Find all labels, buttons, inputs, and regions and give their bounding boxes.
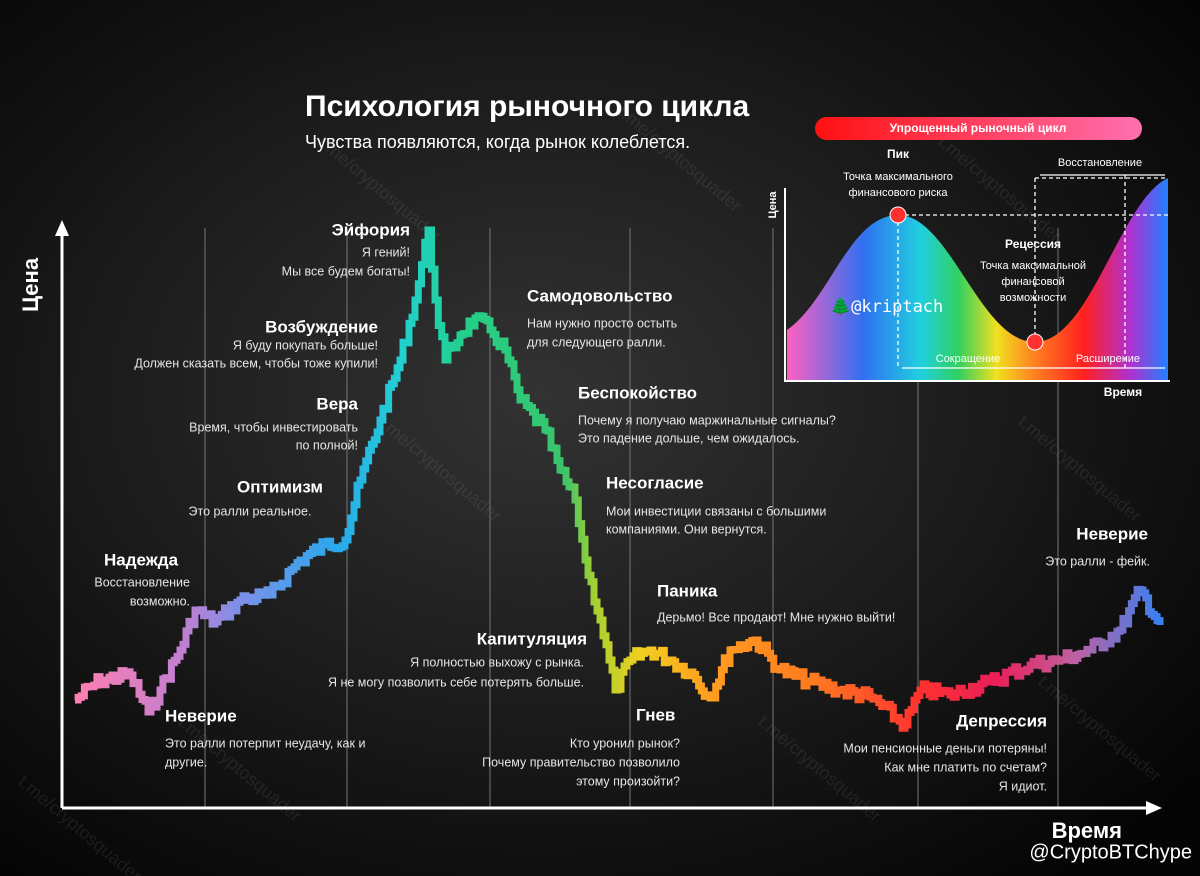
stage-text: Это ралли реальное. [189,504,312,518]
trough-dot [1026,333,1044,351]
stage-text: Мои инвестиции связаны с большими [606,504,826,518]
stage-title: Самодовольство [527,286,672,305]
stage-text: Я идиот. [999,779,1047,793]
stage-text: по полной! [296,438,358,452]
stage-text: Почему правительство позволило [482,755,680,769]
stage-title: Беспокойство [578,383,697,402]
price-line [74,226,1164,732]
stage-title: Вера [316,394,358,413]
inset-guides [897,175,1168,368]
inset-curve [787,178,1168,380]
stage-text: Кто уронил рынок? [570,736,680,750]
stage-title: Гнев [636,705,675,724]
author-mark: 🌲@kriptach [830,296,943,317]
y-axis-label: Цена [18,257,43,312]
stage-title: Несогласие [606,473,704,492]
stage-text: Это падение дольше, чем ожидалось. [578,431,800,445]
stage-title: Оптимизм [237,477,323,496]
recovery-label: Восстановление [1058,157,1142,169]
stage-title: Неверие [165,706,237,725]
stage-title: Надежда [104,550,179,569]
stage-text: Я полностью выхожу с рынка. [410,655,584,669]
stage-text: Почему я получаю маржинальные сигналы? [578,413,836,427]
title: Психология рыночного цикла [305,90,750,123]
stage-title: Депрессия [956,711,1047,730]
inset-x-label: Время [1104,385,1142,399]
stage-text: Я гений! [362,245,410,259]
stage-text: Как мне платить по счетам? [884,760,1047,774]
stage-text: Это ралли - фейк. [1045,554,1150,568]
stage-title: Возбуждение [265,317,378,336]
stage-text: этому произойти? [576,774,680,788]
stage-text: Восстановление [94,575,190,589]
stage-text: для следующего ралли. [527,335,666,349]
contraction-label: Сокращение [936,353,1001,365]
peak-line: Точка максимального [843,171,953,183]
inset-axes [784,188,1170,382]
stage-text: компаниями. Они вернутся. [606,522,767,536]
stage-text: Нам нужно просто остыть [527,316,677,330]
inset-y-label: Цена [767,191,779,219]
credit: @CryptoBTChype [1029,841,1192,863]
stage-title: Паника [657,581,718,600]
stage-title: Неверие [1076,524,1148,543]
stage-text: Время, чтобы инвестировать [189,420,358,434]
stage-text: Это ралли потерпит неудачу, как и [165,736,365,750]
recession-title: Рецессия [1005,237,1061,251]
stage-text: Дерьмо! Все продают! Мне нужно выйти! [657,610,895,624]
recession-line: Точка максимальной [980,260,1086,272]
stage-title: Капитуляция [477,629,587,648]
stage-text: возможно. [130,594,190,608]
subtitle: Чувства появляются, когда рынок колеблет… [305,132,690,152]
inset-title: Упрощенный рыночный цикл [890,121,1067,135]
inset: Упрощенный рыночный цикл Пик Точка макси… [767,117,1170,399]
stages: Надежда Восстановление возможно. Неверие Это… [94,220,1150,793]
stage-text: Должен сказать всем, чтобы тоже купили! [134,356,378,370]
axes [55,220,1162,815]
expansion-label: Расширение [1076,353,1140,365]
stage-text: Мои пенсионные деньги потеряны! [843,741,1047,755]
inset-title-pill [815,117,1142,140]
recession-line: финансовой [1001,276,1064,288]
recession-line: возможности [1000,292,1067,304]
stage-text: Мы все будем богаты! [282,264,410,278]
x-axis-label: Время [1052,818,1122,843]
stage-text: Я не могу позволить себе потерять больше… [328,675,584,689]
inset-arrows [902,174,1165,369]
peak-dot [889,206,907,224]
stage-text: Я буду покупать больше! [233,338,378,352]
peak-line: финансового риска [849,187,949,199]
stage-text: другие. [165,755,207,769]
peak-title: Пик [887,147,910,161]
stage-title: Эйфория [332,220,410,239]
